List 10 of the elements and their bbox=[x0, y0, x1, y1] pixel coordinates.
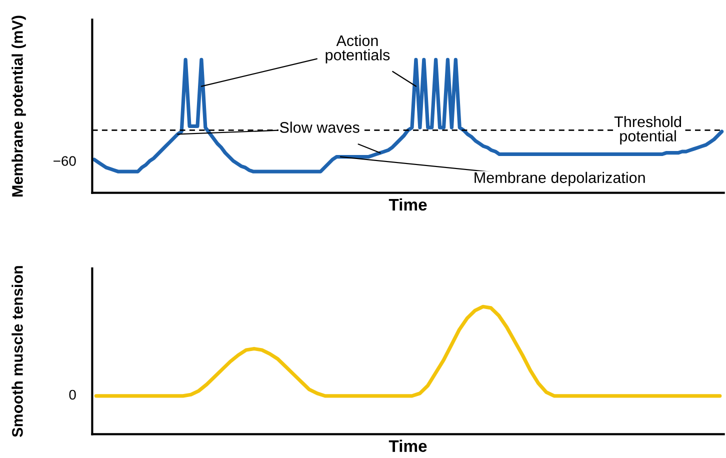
annotation: Membrane depolarization bbox=[474, 172, 645, 186]
y-axis-title: Smooth muscle tension bbox=[12, 266, 23, 438]
x-axis-title: Time bbox=[388, 440, 427, 452]
y-axis-title: Membrane potential (mV) bbox=[12, 16, 26, 196]
text: 0 bbox=[69, 390, 76, 400]
text: −60 bbox=[54, 156, 76, 166]
annotation: Action potentials bbox=[326, 34, 390, 64]
annotation: Slow waves bbox=[280, 122, 360, 133]
x-axis-title: Time bbox=[388, 198, 427, 211]
ref-line-label: Threshold potential bbox=[614, 116, 682, 144]
